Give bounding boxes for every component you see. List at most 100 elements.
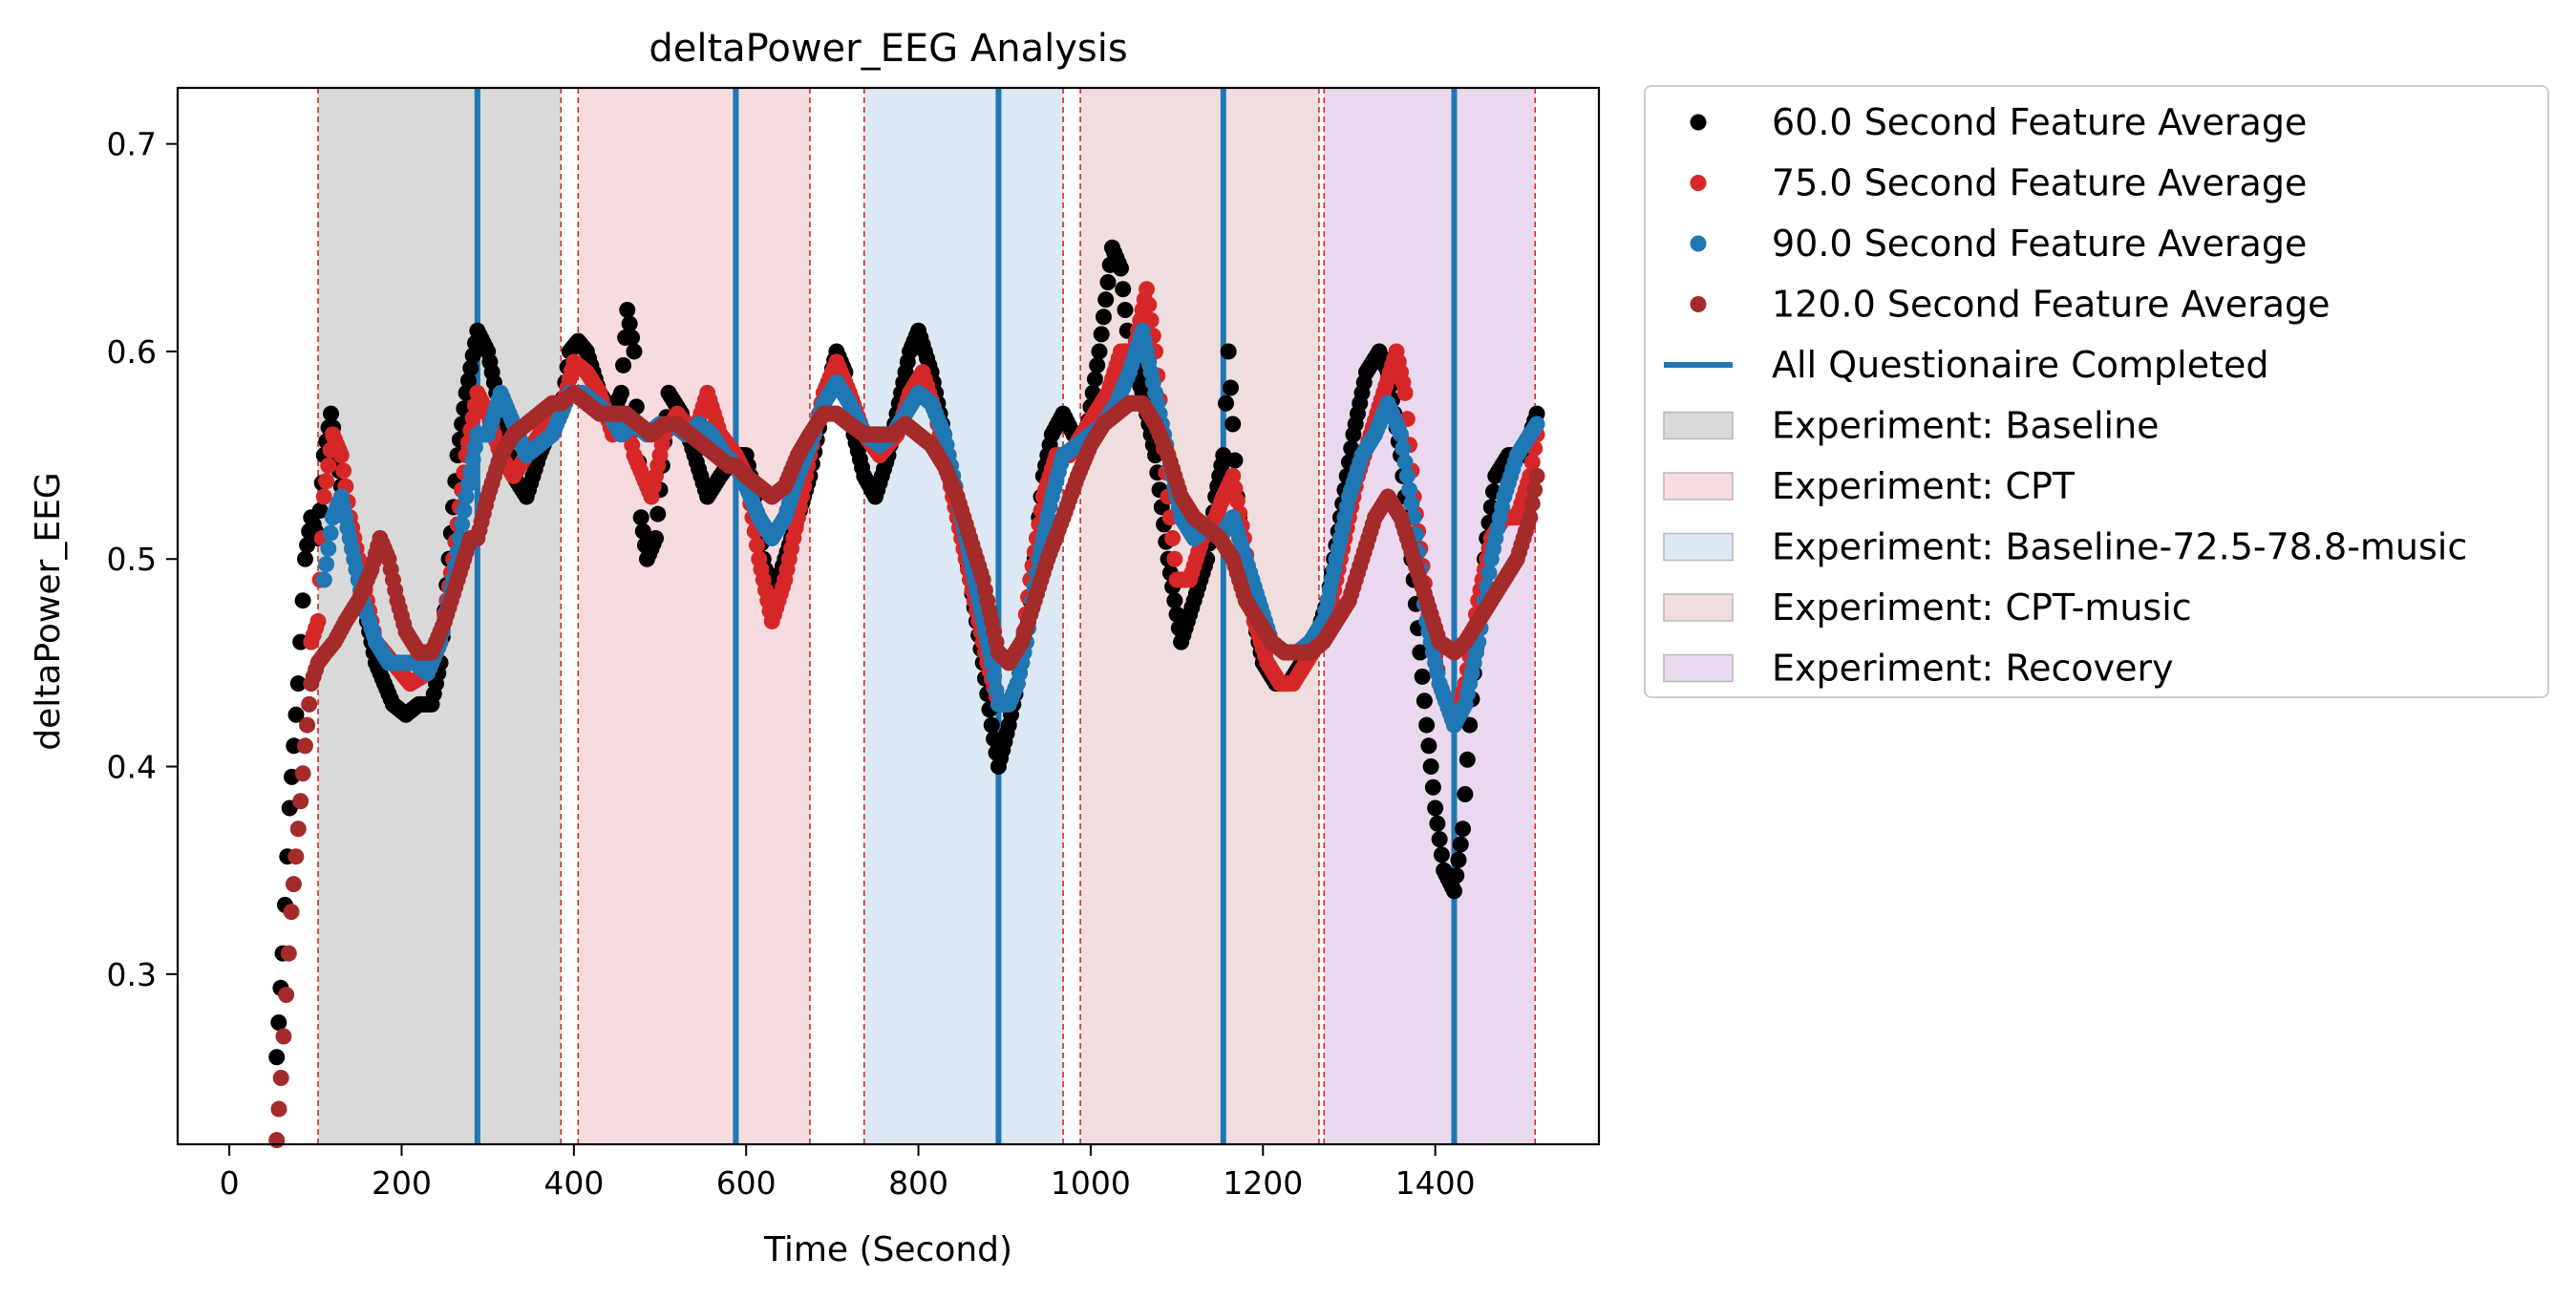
data-point <box>983 716 1000 734</box>
data-point <box>292 793 309 810</box>
series-3 <box>268 384 1545 1149</box>
data-point <box>285 876 302 893</box>
data-point <box>1455 820 1472 838</box>
data-point <box>1416 693 1433 710</box>
data-point <box>1401 481 1418 499</box>
data-point <box>1448 867 1465 884</box>
data-point <box>1403 495 1420 512</box>
data-point <box>1528 467 1545 484</box>
data-point <box>626 343 643 360</box>
data-point <box>296 737 313 755</box>
data-point <box>462 359 479 376</box>
y-axis: 0.3 0.4 0.5 0.6 0.7 <box>107 126 178 993</box>
data-point <box>301 695 318 713</box>
data-point <box>648 530 665 547</box>
data-point <box>464 409 481 426</box>
data-point <box>464 347 481 364</box>
data-point <box>1427 799 1444 817</box>
data-point <box>1418 716 1436 734</box>
data-point <box>619 301 636 318</box>
data-point <box>272 1069 289 1086</box>
legend-label: Experiment: CPT <box>1772 465 2076 507</box>
data-point <box>466 438 483 456</box>
experiment-bands <box>317 88 1536 1144</box>
y-axis-label: deltaPower_EEG <box>29 472 68 750</box>
data-point <box>458 384 475 401</box>
x-tick-label: 200 <box>372 1164 432 1202</box>
data-point <box>1091 343 1108 360</box>
data-point <box>1424 778 1441 796</box>
data-point <box>268 1132 286 1149</box>
data-point <box>318 556 335 573</box>
legend-swatch <box>1663 532 1734 562</box>
data-point <box>1086 371 1103 388</box>
data-point <box>286 737 303 755</box>
data-point <box>454 516 471 533</box>
legend-label: Experiment: CPT-music <box>1772 586 2192 629</box>
legend-swatch <box>1663 472 1734 501</box>
data-point <box>296 550 313 567</box>
legend-marker <box>1690 235 1707 252</box>
legend-label: All Questionaire Completed <box>1772 344 2269 386</box>
data-point <box>318 473 335 490</box>
data-point <box>283 904 300 921</box>
data-point <box>1528 416 1545 433</box>
data-point <box>1117 301 1134 318</box>
questionnaire-lines <box>474 88 1458 1144</box>
data-point <box>1414 668 1431 685</box>
legend-label: Experiment: Baseline <box>1772 405 2160 447</box>
data-point <box>275 1028 292 1045</box>
legend: 60.0 Second Feature Average 75.0 Second F… <box>1644 85 2549 698</box>
data-point <box>632 509 649 526</box>
data-point <box>335 462 352 480</box>
data-point <box>268 1049 286 1066</box>
x-tick-label: 400 <box>543 1164 604 1202</box>
data-point <box>1458 751 1476 768</box>
data-point <box>278 987 295 1004</box>
legend-swatch <box>1663 653 1734 683</box>
data-point <box>624 329 641 346</box>
data-point <box>1412 644 1429 661</box>
data-point <box>1523 495 1541 512</box>
data-point <box>1218 394 1235 412</box>
data-point <box>289 820 307 838</box>
x-axis: 0 200 400 600 800 1000 1200 1400 <box>220 1144 1476 1202</box>
legend-marker <box>1690 175 1707 191</box>
data-point <box>320 540 337 557</box>
data-point <box>1422 758 1439 776</box>
data-point <box>322 524 339 542</box>
legend-label: 60.0 Second Feature Average <box>1772 101 2307 143</box>
legend-marker <box>1690 296 1707 312</box>
data-point <box>1093 326 1110 343</box>
data-point <box>459 372 477 389</box>
data-point <box>458 488 475 505</box>
y-tick-label: 0.7 <box>107 126 157 163</box>
y-tick-label: 0.4 <box>107 749 157 786</box>
data-point <box>287 848 305 865</box>
data-point <box>294 592 311 609</box>
data-point <box>1112 260 1129 277</box>
legend-label: Experiment: Recovery <box>1772 648 2174 690</box>
data-point <box>287 706 305 723</box>
data-point <box>464 451 481 468</box>
x-tick-label: 600 <box>716 1164 777 1202</box>
data-point <box>986 668 1003 685</box>
data-point <box>270 1100 287 1118</box>
data-point <box>1433 846 1450 863</box>
data-point <box>280 945 297 962</box>
data-point <box>462 463 479 480</box>
data-point <box>1095 309 1112 326</box>
legend-marker <box>1690 114 1707 131</box>
data-point <box>309 612 327 629</box>
x-tick-label: 1200 <box>1223 1164 1303 1202</box>
data-point <box>1089 356 1106 373</box>
data-point <box>315 571 332 588</box>
data-point <box>311 502 329 520</box>
data-point <box>988 682 1005 699</box>
data-point <box>1115 281 1132 298</box>
x-axis-label: Time (Second) <box>763 1230 1012 1269</box>
data-point <box>332 447 350 464</box>
data-point <box>1445 883 1462 900</box>
data-point <box>270 1014 287 1032</box>
